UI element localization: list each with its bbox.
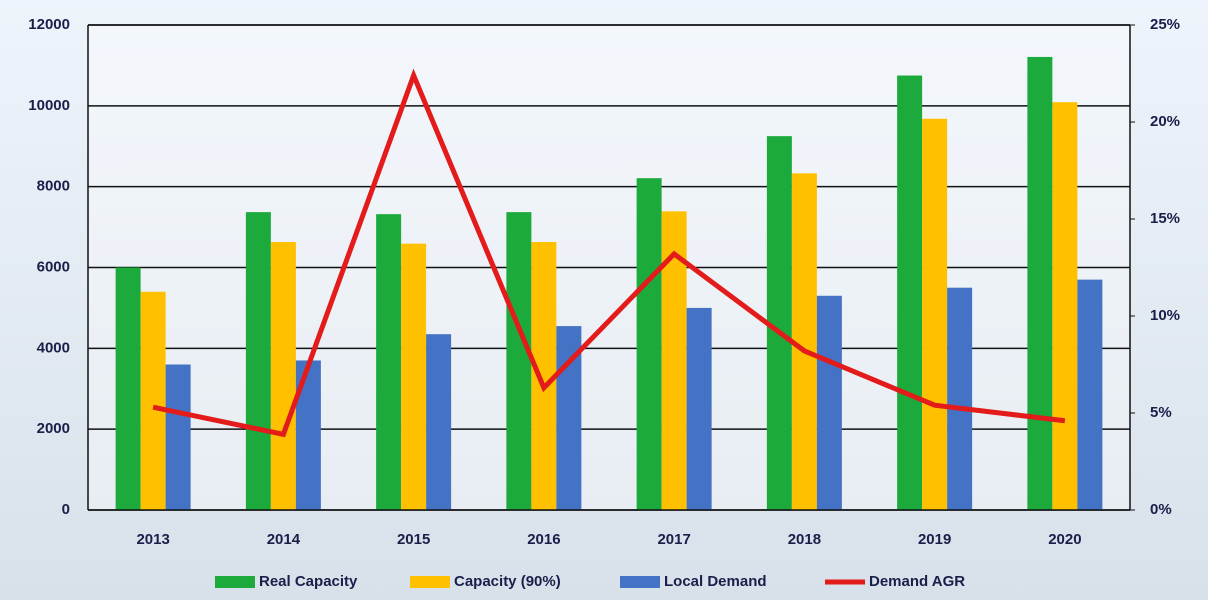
- legend-label: Capacity (90%): [454, 573, 561, 590]
- y-tick-label: 8000: [37, 178, 70, 195]
- y-tick-label: 0: [62, 501, 70, 518]
- bar: [816, 295, 842, 510]
- bar: [1027, 56, 1053, 510]
- y-tick-label: 10000: [28, 97, 70, 114]
- line: [152, 68, 1066, 438]
- y-tick-label: 12000: [28, 16, 70, 33]
- y-tick-label: 6000: [37, 258, 70, 275]
- bar: [376, 214, 402, 510]
- x-tick-label: 2019: [918, 531, 951, 548]
- bar: [426, 334, 452, 510]
- y2-tick-label: 20%: [1150, 113, 1180, 130]
- bar: [115, 267, 141, 510]
- x-tick-label: 2014: [267, 531, 301, 548]
- y2-tick-label: 10%: [1150, 307, 1180, 324]
- legend-label: Demand AGR: [869, 573, 965, 590]
- bar: [506, 212, 532, 511]
- y2-tick-label: 25%: [1150, 16, 1180, 33]
- x-tick-label: 2013: [136, 531, 169, 548]
- x-tick-label: 2016: [527, 531, 560, 548]
- bar: [140, 291, 166, 510]
- bar: [270, 242, 296, 510]
- bar: [947, 287, 973, 510]
- bar: [897, 75, 923, 510]
- bar: [245, 212, 271, 511]
- bar: [165, 364, 191, 510]
- bar: [1052, 102, 1078, 510]
- x-tick-label: 2020: [1048, 531, 1081, 548]
- x-tick-label: 2015: [397, 531, 430, 548]
- bar: [1077, 279, 1103, 510]
- legend-swatch: [410, 576, 450, 588]
- x-tick-label: 2017: [657, 531, 690, 548]
- y2-tick-label: 5%: [1150, 404, 1172, 421]
- y-tick-label: 2000: [37, 420, 70, 437]
- y-tick-label: 4000: [37, 339, 70, 356]
- legend-label: Local Demand: [664, 573, 767, 590]
- bar: [922, 118, 948, 511]
- bar: [686, 307, 712, 510]
- bar: [636, 178, 662, 510]
- legend-label: Real Capacity: [259, 573, 358, 590]
- y2-tick-label: 0%: [1150, 501, 1172, 518]
- y2-tick-label: 15%: [1150, 210, 1180, 227]
- legend-swatch: [215, 576, 255, 588]
- legend-swatch: [620, 576, 660, 588]
- x-tick-label: 2018: [788, 531, 821, 548]
- bar: [401, 243, 427, 510]
